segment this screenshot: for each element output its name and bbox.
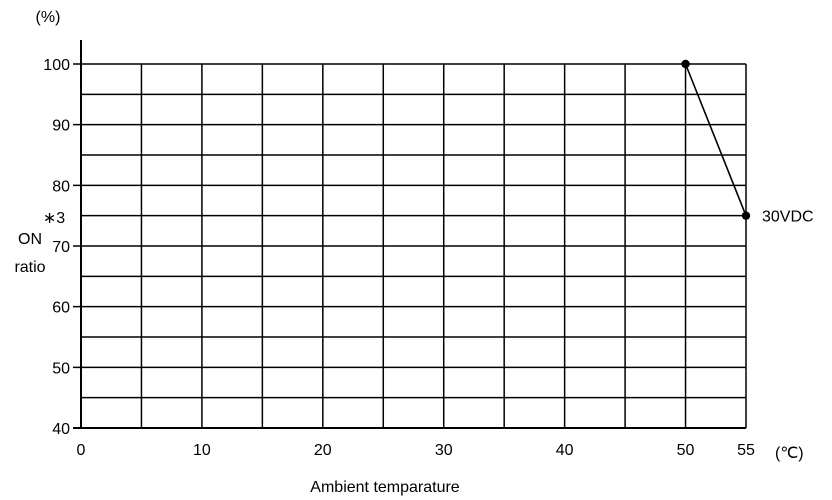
y-tick-label: 50 bbox=[52, 360, 70, 377]
x-tick-label: 40 bbox=[556, 442, 574, 459]
y-axis-title-line3: ratio bbox=[14, 259, 45, 276]
y-tick-label: 80 bbox=[52, 178, 70, 195]
x-tick-labels: 0 10 20 30 40 50 55 bbox=[77, 442, 755, 459]
y-tick-label: 70 bbox=[52, 239, 70, 256]
x-tick-label: 0 bbox=[77, 442, 86, 459]
y-tick-label: 100 bbox=[43, 57, 70, 74]
x-tick-label: 20 bbox=[314, 442, 332, 459]
y-tick-label: 90 bbox=[52, 118, 70, 135]
series: 30VDC bbox=[681, 59, 814, 226]
series-point bbox=[741, 211, 751, 220]
y-tick-label: 40 bbox=[52, 421, 70, 438]
y-unit-label: (%) bbox=[36, 9, 61, 26]
y-axis-title-line1: ∗3 bbox=[43, 210, 65, 227]
y-tick-labels: 40 50 60 70 80 90 100 bbox=[43, 57, 70, 438]
axes bbox=[73, 40, 746, 429]
series-line bbox=[684, 63, 747, 216]
x-tick-label: 50 bbox=[677, 442, 695, 459]
grid bbox=[73, 63, 747, 428]
x-tick-label: 30 bbox=[435, 442, 453, 459]
x-unit-label: (℃) bbox=[775, 445, 804, 462]
y-axis-title-line2: ON bbox=[18, 231, 42, 248]
y-tick-label: 60 bbox=[52, 300, 70, 317]
series-point bbox=[681, 59, 690, 69]
series-label: 30VDC bbox=[762, 209, 814, 226]
x-axis-title: Ambient temparature bbox=[310, 479, 460, 496]
x-tick-label: 10 bbox=[193, 442, 211, 459]
x-tick-label: 55 bbox=[737, 442, 755, 459]
